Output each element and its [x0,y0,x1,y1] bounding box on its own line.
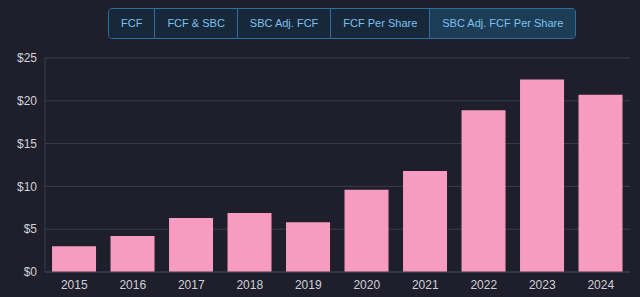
svg-text:$15: $15 [17,137,37,151]
svg-text:2024: 2024 [587,278,614,292]
svg-text:$10: $10 [17,180,37,194]
svg-text:2019: 2019 [295,278,322,292]
svg-text:$5: $5 [24,222,38,236]
html-text:SBC Adj. FCF: SBC Adj. FCF [249,17,319,29]
svg-text:2017: 2017 [178,278,205,292]
html-text:FCF: FCF [121,17,143,29]
html-text:FCF Per Share: FCF Per Share [343,17,418,29]
html-text:SBC Adj. FCF Per Share: SBC Adj. FCF Per Share [442,17,564,29]
svg-text:$25: $25 [17,51,37,65]
svg-text:2016: 2016 [119,278,146,292]
svg-text:2018: 2018 [236,278,263,292]
svg-text:$20: $20 [17,94,37,108]
svg-text:$0: $0 [24,265,38,279]
svg-text:2015: 2015 [61,278,88,292]
svg-text:2020: 2020 [353,278,380,292]
svg-text:2022: 2022 [470,278,497,292]
svg-text:2023: 2023 [529,278,556,292]
svg-text:2021: 2021 [412,278,439,292]
html-text:FCF & SBC: FCF & SBC [167,17,225,29]
